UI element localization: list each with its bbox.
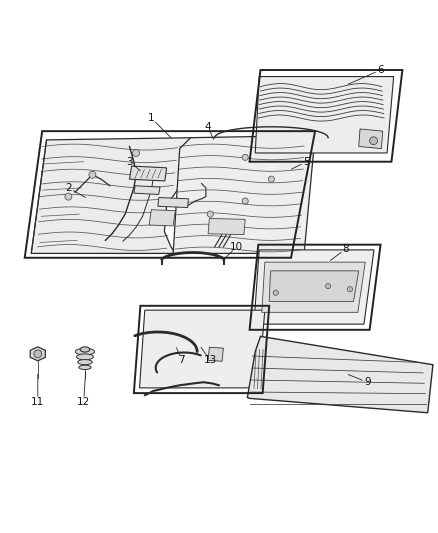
- Polygon shape: [134, 185, 160, 195]
- Polygon shape: [31, 138, 193, 253]
- Circle shape: [207, 211, 213, 217]
- Circle shape: [242, 154, 248, 160]
- Circle shape: [89, 171, 96, 179]
- Polygon shape: [255, 77, 394, 153]
- Polygon shape: [140, 310, 265, 388]
- Text: 7: 7: [179, 356, 185, 365]
- Circle shape: [325, 284, 331, 289]
- Ellipse shape: [75, 348, 95, 355]
- Circle shape: [242, 198, 248, 204]
- Polygon shape: [247, 336, 433, 413]
- Polygon shape: [269, 271, 359, 302]
- Text: 10: 10: [230, 242, 243, 252]
- Text: 6: 6: [377, 65, 384, 75]
- Circle shape: [273, 290, 279, 295]
- Ellipse shape: [77, 354, 93, 360]
- Text: 3: 3: [126, 157, 133, 167]
- Text: 8: 8: [343, 244, 349, 254]
- Circle shape: [268, 176, 275, 182]
- Text: 5: 5: [303, 157, 310, 167]
- Circle shape: [370, 137, 378, 144]
- Polygon shape: [130, 166, 166, 181]
- Circle shape: [347, 287, 353, 292]
- Polygon shape: [208, 348, 223, 361]
- Text: 12: 12: [77, 397, 90, 407]
- Circle shape: [65, 193, 72, 200]
- Text: 9: 9: [364, 377, 371, 387]
- Polygon shape: [158, 198, 188, 207]
- Polygon shape: [173, 135, 315, 253]
- Polygon shape: [359, 129, 383, 149]
- Polygon shape: [30, 347, 46, 361]
- Text: 4: 4: [205, 122, 212, 132]
- Ellipse shape: [80, 347, 90, 352]
- Text: 11: 11: [31, 397, 44, 407]
- Text: 2: 2: [65, 183, 72, 193]
- Polygon shape: [262, 262, 365, 312]
- Ellipse shape: [79, 365, 91, 369]
- Text: 1: 1: [148, 113, 155, 123]
- Polygon shape: [254, 250, 374, 324]
- Polygon shape: [149, 210, 175, 226]
- Polygon shape: [208, 219, 245, 235]
- Text: 13: 13: [204, 356, 217, 365]
- Circle shape: [34, 350, 42, 358]
- Ellipse shape: [78, 360, 92, 365]
- Circle shape: [133, 149, 140, 157]
